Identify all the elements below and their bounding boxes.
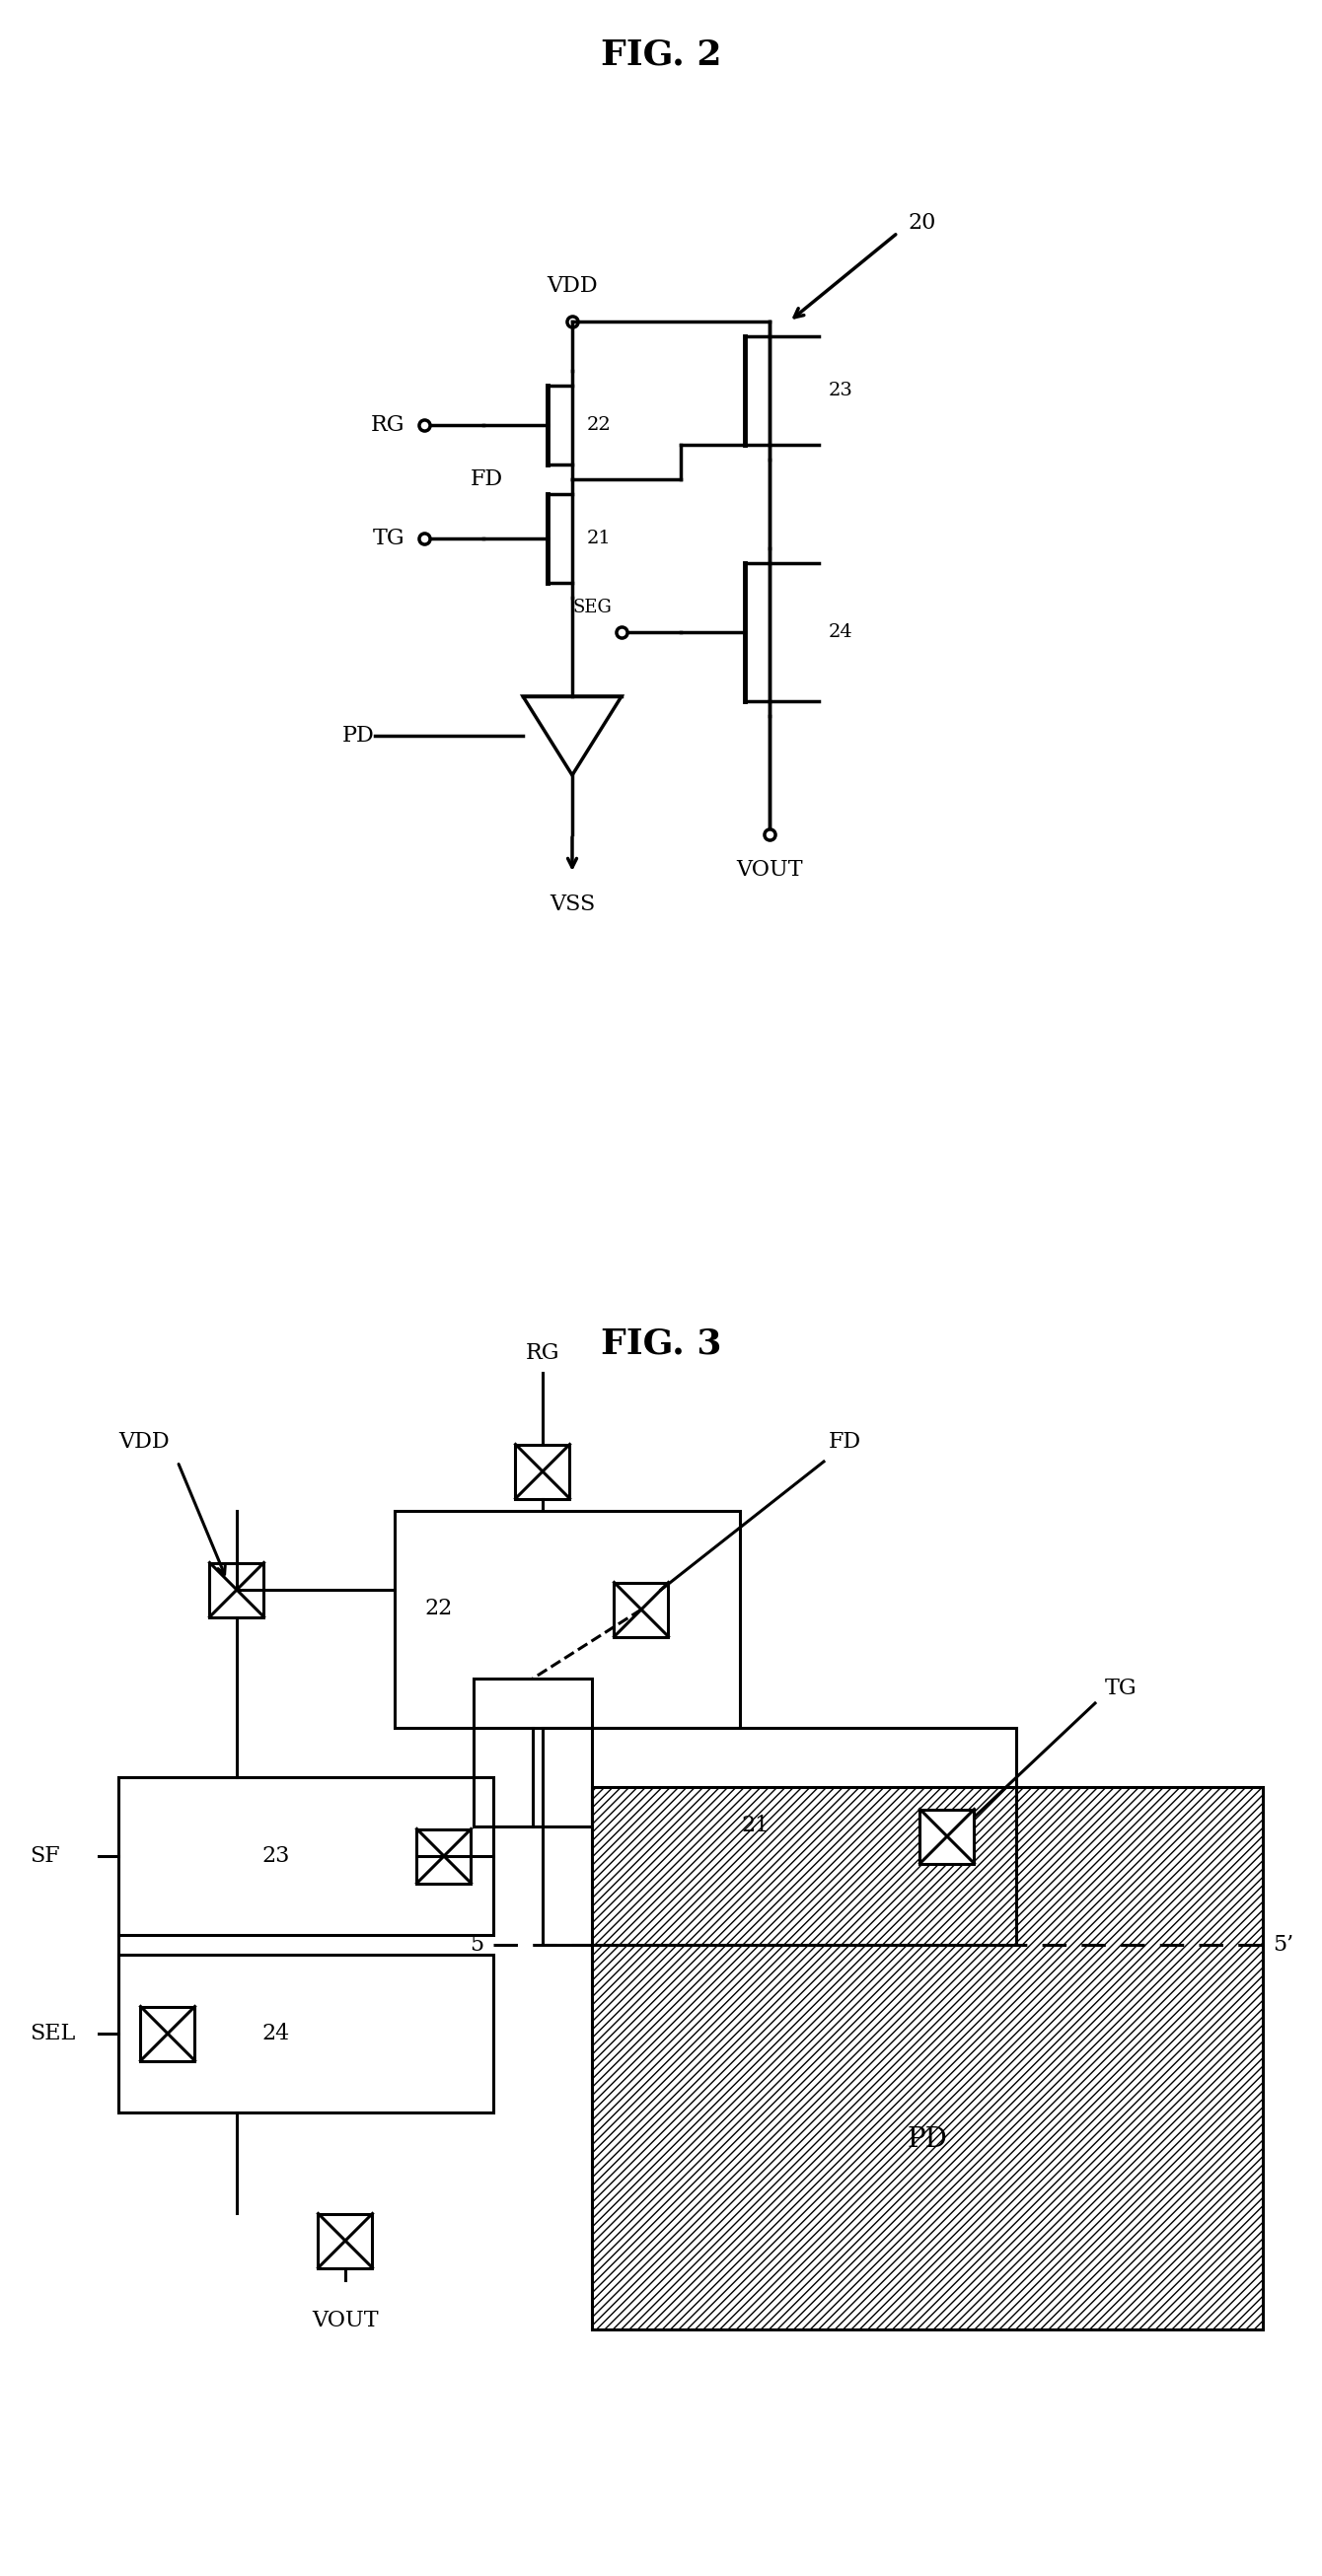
Bar: [516, 1445, 570, 1499]
Text: VDD: VDD: [547, 276, 598, 296]
Text: 23: 23: [262, 1844, 290, 1868]
Bar: [592, 1788, 1263, 2329]
Bar: [119, 1777, 493, 1935]
Text: 22: 22: [587, 417, 611, 433]
Text: 5’: 5’: [1273, 1935, 1293, 1955]
Text: VDD: VDD: [119, 1432, 169, 1453]
Text: RG: RG: [526, 1342, 559, 1363]
Text: 21: 21: [742, 1814, 769, 1837]
Text: 5: 5: [469, 1935, 484, 1955]
Bar: [140, 2007, 194, 2061]
Bar: [542, 1728, 1017, 1945]
Text: FIG. 3: FIG. 3: [600, 1327, 722, 1360]
Bar: [920, 1808, 974, 1862]
Text: PD: PD: [907, 2125, 948, 2154]
Text: 24: 24: [262, 2022, 290, 2045]
Text: VOUT: VOUT: [312, 2311, 378, 2331]
Text: SF: SF: [29, 1844, 59, 1868]
Bar: [119, 1955, 493, 2112]
Text: 22: 22: [424, 1597, 452, 1620]
Bar: [416, 1829, 471, 1883]
Text: FD: FD: [471, 469, 504, 489]
Text: 21: 21: [587, 531, 611, 546]
Text: FIG. 2: FIG. 2: [600, 39, 722, 72]
Text: FD: FD: [829, 1432, 862, 1453]
Bar: [473, 1680, 592, 1826]
Bar: [395, 1512, 740, 1728]
Text: 23: 23: [829, 381, 853, 399]
Text: 24: 24: [829, 623, 853, 641]
Text: TG: TG: [1105, 1677, 1137, 1700]
Text: TG: TG: [373, 528, 405, 549]
Text: 20: 20: [908, 211, 936, 234]
Text: PD: PD: [342, 724, 375, 747]
Text: VOUT: VOUT: [736, 858, 802, 881]
Bar: [615, 1582, 669, 1636]
Text: RG: RG: [370, 415, 405, 435]
Bar: [319, 2213, 373, 2267]
Text: VSS: VSS: [550, 894, 595, 914]
Text: SEG: SEG: [572, 598, 612, 616]
Bar: [210, 1564, 264, 1618]
Text: SEL: SEL: [29, 2022, 75, 2045]
